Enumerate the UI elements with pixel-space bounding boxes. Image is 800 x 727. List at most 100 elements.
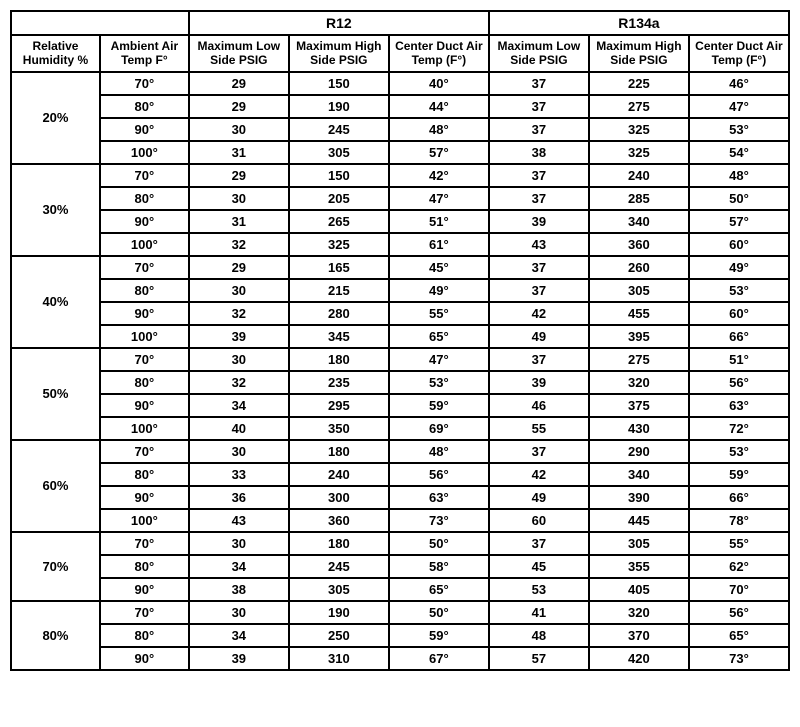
r12-low-cell: 39 [189, 325, 289, 348]
r12-duct-cell: 47° [389, 348, 489, 371]
r134-low-cell: 37 [489, 95, 589, 118]
r134a-group-header: R134a [489, 11, 789, 35]
r12-high-cell: 310 [289, 647, 389, 670]
table-row: 90°3024548°3732553° [11, 118, 789, 141]
r12-duct-cell: 50° [389, 601, 489, 624]
r134-duct-cell: 48° [689, 164, 789, 187]
table-row: 100°4035069°5543072° [11, 417, 789, 440]
r134-high-cell: 285 [589, 187, 689, 210]
r12-high-cell: 360 [289, 509, 389, 532]
r134-low-cell: 37 [489, 187, 589, 210]
r134-low-cell: 46 [489, 394, 589, 417]
r12-duct-cell: 57° [389, 141, 489, 164]
table-row: 90°3429559°4637563° [11, 394, 789, 417]
r134-low-cell: 48 [489, 624, 589, 647]
r134-duct-cell: 73° [689, 647, 789, 670]
r12-low-cell: 40 [189, 417, 289, 440]
ambient-temp-cell: 70° [100, 348, 189, 371]
r134-low-cell: 37 [489, 256, 589, 279]
r12-duct-cell: 50° [389, 532, 489, 555]
ambient-temp-cell: 90° [100, 302, 189, 325]
r12-high-cell: 280 [289, 302, 389, 325]
r134-low-cell: 43 [489, 233, 589, 256]
r12-low-cell: 32 [189, 233, 289, 256]
table-row: 80°3021549°3730553° [11, 279, 789, 302]
table-row: 40%70°2916545°3726049° [11, 256, 789, 279]
r134-low-cell: 49 [489, 486, 589, 509]
table-row: 90°3931067°5742073° [11, 647, 789, 670]
r134-duct-cell: 53° [689, 279, 789, 302]
r12-low-cell: 34 [189, 555, 289, 578]
r134-duct-cell: 70° [689, 578, 789, 601]
r12-duct-cell: 51° [389, 210, 489, 233]
r12-duct-cell: 48° [389, 440, 489, 463]
r12-high-cell: 250 [289, 624, 389, 647]
r12-high-cell: 190 [289, 601, 389, 624]
humidity-cell: 70% [11, 532, 100, 601]
humidity-header: Relative Humidity % [11, 35, 100, 72]
ambient-temp-cell: 70° [100, 72, 189, 95]
r12-duct-cell: 42° [389, 164, 489, 187]
r12-high-cell: 345 [289, 325, 389, 348]
ambient-temp-cell: 80° [100, 95, 189, 118]
r134-duct-cell: 57° [689, 210, 789, 233]
r134-low-cell: 37 [489, 532, 589, 555]
r134-duct-cell: 53° [689, 440, 789, 463]
table-row: 80°3424558°4535562° [11, 555, 789, 578]
r12-duct-cell: 63° [389, 486, 489, 509]
r12-low-cell: 29 [189, 164, 289, 187]
r12-high-cell: 350 [289, 417, 389, 440]
r134-high-cell: 275 [589, 95, 689, 118]
ambient-temp-cell: 90° [100, 210, 189, 233]
r134-duct-cell: 59° [689, 463, 789, 486]
r134-low-cell: 53 [489, 578, 589, 601]
r134-high-cell: 275 [589, 348, 689, 371]
table-row: 50%70°3018047°3727551° [11, 348, 789, 371]
ambient-temp-cell: 80° [100, 624, 189, 647]
r12-high-cell: 205 [289, 187, 389, 210]
r12-low-cell: 31 [189, 141, 289, 164]
ambient-temp-cell: 80° [100, 463, 189, 486]
r12-duct-cell: 53° [389, 371, 489, 394]
ambient-temp-cell: 80° [100, 279, 189, 302]
r134-high-cell: 320 [589, 601, 689, 624]
r12-high-cell: 305 [289, 141, 389, 164]
ambient-temp-cell: 80° [100, 187, 189, 210]
table-row: 100°3934565°4939566° [11, 325, 789, 348]
r12-low-header: Maximum Low Side PSIG [189, 35, 289, 72]
r12-high-cell: 300 [289, 486, 389, 509]
ambient-header: Ambient Air Temp F° [100, 35, 189, 72]
r134-high-cell: 320 [589, 371, 689, 394]
r12-low-cell: 38 [189, 578, 289, 601]
r12-high-cell: 245 [289, 555, 389, 578]
ambient-temp-cell: 100° [100, 417, 189, 440]
r134-duct-cell: 51° [689, 348, 789, 371]
ambient-temp-cell: 90° [100, 486, 189, 509]
r12-high-cell: 245 [289, 118, 389, 141]
r12-duct-cell: 73° [389, 509, 489, 532]
r12-low-cell: 30 [189, 440, 289, 463]
ambient-temp-cell: 80° [100, 555, 189, 578]
r134-duct-cell: 63° [689, 394, 789, 417]
r134-duct-cell: 72° [689, 417, 789, 440]
r12-high-header: Maximum High Side PSIG [289, 35, 389, 72]
r134-duct-cell: 47° [689, 95, 789, 118]
r12-low-cell: 30 [189, 601, 289, 624]
r134-duct-cell: 62° [689, 555, 789, 578]
table-row: 30%70°2915042°3724048° [11, 164, 789, 187]
ambient-temp-cell: 80° [100, 371, 189, 394]
r12-low-cell: 29 [189, 256, 289, 279]
r12-duct-cell: 40° [389, 72, 489, 95]
r12-high-cell: 180 [289, 348, 389, 371]
r134-duct-cell: 46° [689, 72, 789, 95]
r12-duct-cell: 65° [389, 325, 489, 348]
r134-low-header: Maximum Low Side PSIG [489, 35, 589, 72]
humidity-cell: 60% [11, 440, 100, 532]
table-row: 80%70°3019050°4132056° [11, 601, 789, 624]
r134-high-cell: 355 [589, 555, 689, 578]
r134-duct-cell: 66° [689, 486, 789, 509]
table-row: 90°3126551°3934057° [11, 210, 789, 233]
table-row: 100°3130557°3832554° [11, 141, 789, 164]
r134-duct-cell: 78° [689, 509, 789, 532]
r12-low-cell: 34 [189, 624, 289, 647]
